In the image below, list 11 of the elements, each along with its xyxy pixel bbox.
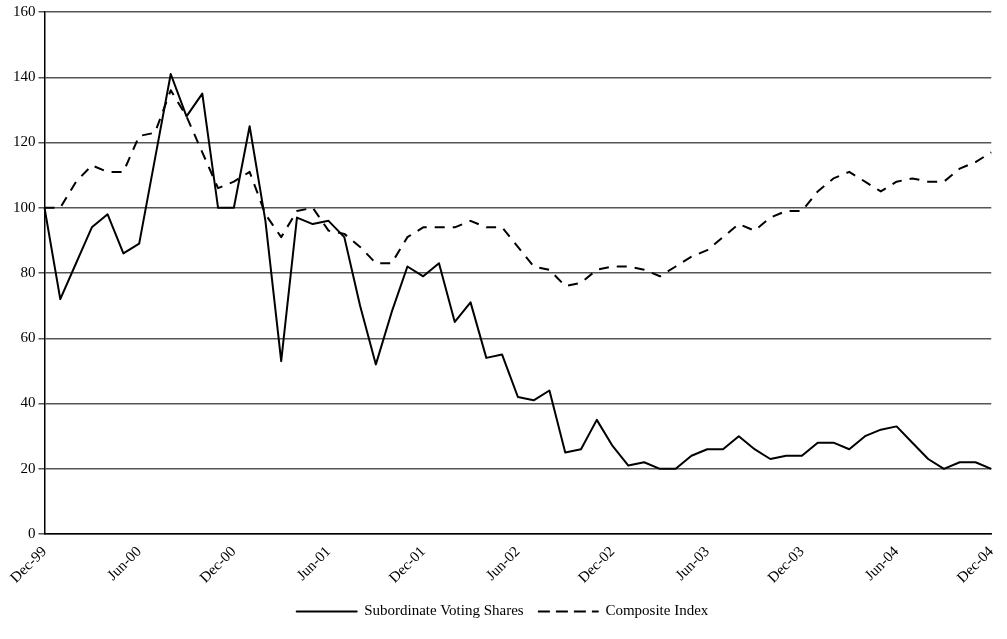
y-tick-label: 80 [20, 263, 36, 280]
y-tick-label: 120 [13, 133, 36, 150]
legend-label: Subordinate Voting Shares [364, 602, 524, 619]
legend-label: Composite Index [605, 602, 709, 619]
y-tick-label: 160 [13, 2, 36, 19]
y-tick-label: 20 [20, 459, 36, 476]
y-tick-label: 60 [20, 329, 36, 346]
y-tick-label: 100 [13, 198, 36, 215]
y-tick-label: 0 [28, 525, 36, 541]
y-tick-label: 140 [13, 68, 36, 85]
y-tick-label: 40 [20, 394, 36, 411]
